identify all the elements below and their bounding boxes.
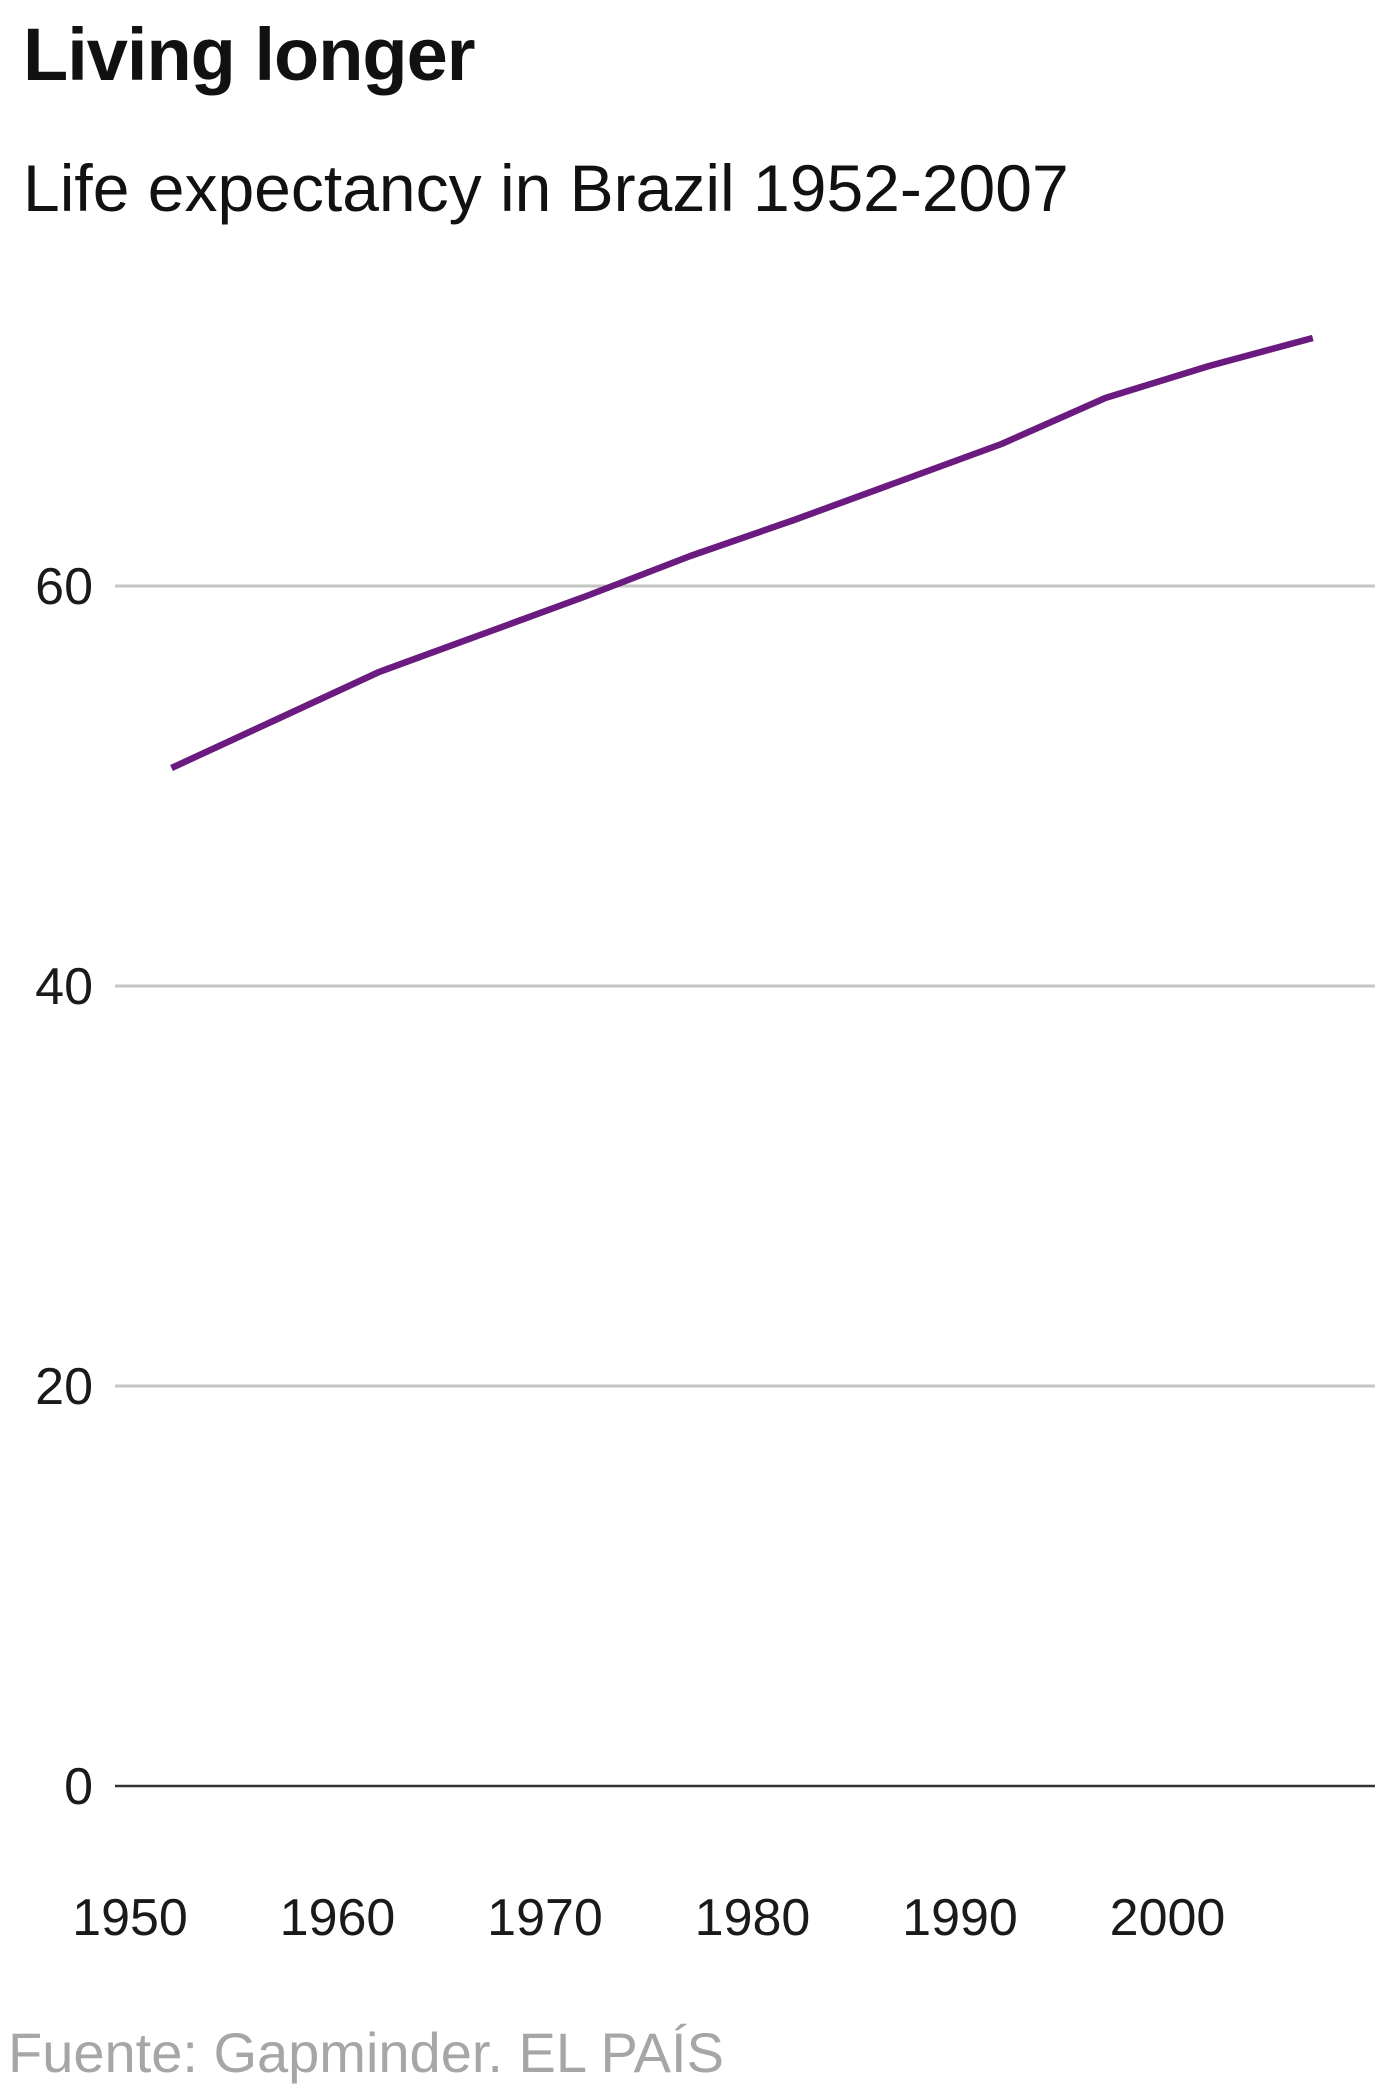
gridlines <box>115 584 1375 1788</box>
x-axis-ticks: 1950 1960 1970 1980 1990 2000 <box>72 1889 1225 1947</box>
chart-title: Living longer <box>23 13 476 96</box>
series-lines <box>170 334 1314 771</box>
x-tick-label: 1980 <box>695 1889 811 1947</box>
x-tick-label: 2000 <box>1110 1889 1226 1947</box>
x-tick-label: 1970 <box>487 1889 603 1947</box>
y-axis-ticks: 0 20 40 60 <box>35 558 93 1816</box>
x-tick-label: 1990 <box>902 1889 1018 1947</box>
y-tick-label: 60 <box>35 558 93 616</box>
chart-subtitle: Life expectancy in Brazil 1952-2007 <box>23 151 1069 225</box>
x-tick-label: 1950 <box>72 1889 188 1947</box>
y-tick-label: 20 <box>35 1358 93 1416</box>
source-note: Fuente: Gapminder. EL PAÍS <box>8 2021 724 2084</box>
y-tick-label: 0 <box>64 1758 93 1816</box>
series-line <box>170 334 1314 771</box>
x-tick-label: 1960 <box>280 1889 396 1947</box>
y-tick-label: 40 <box>35 958 93 1016</box>
